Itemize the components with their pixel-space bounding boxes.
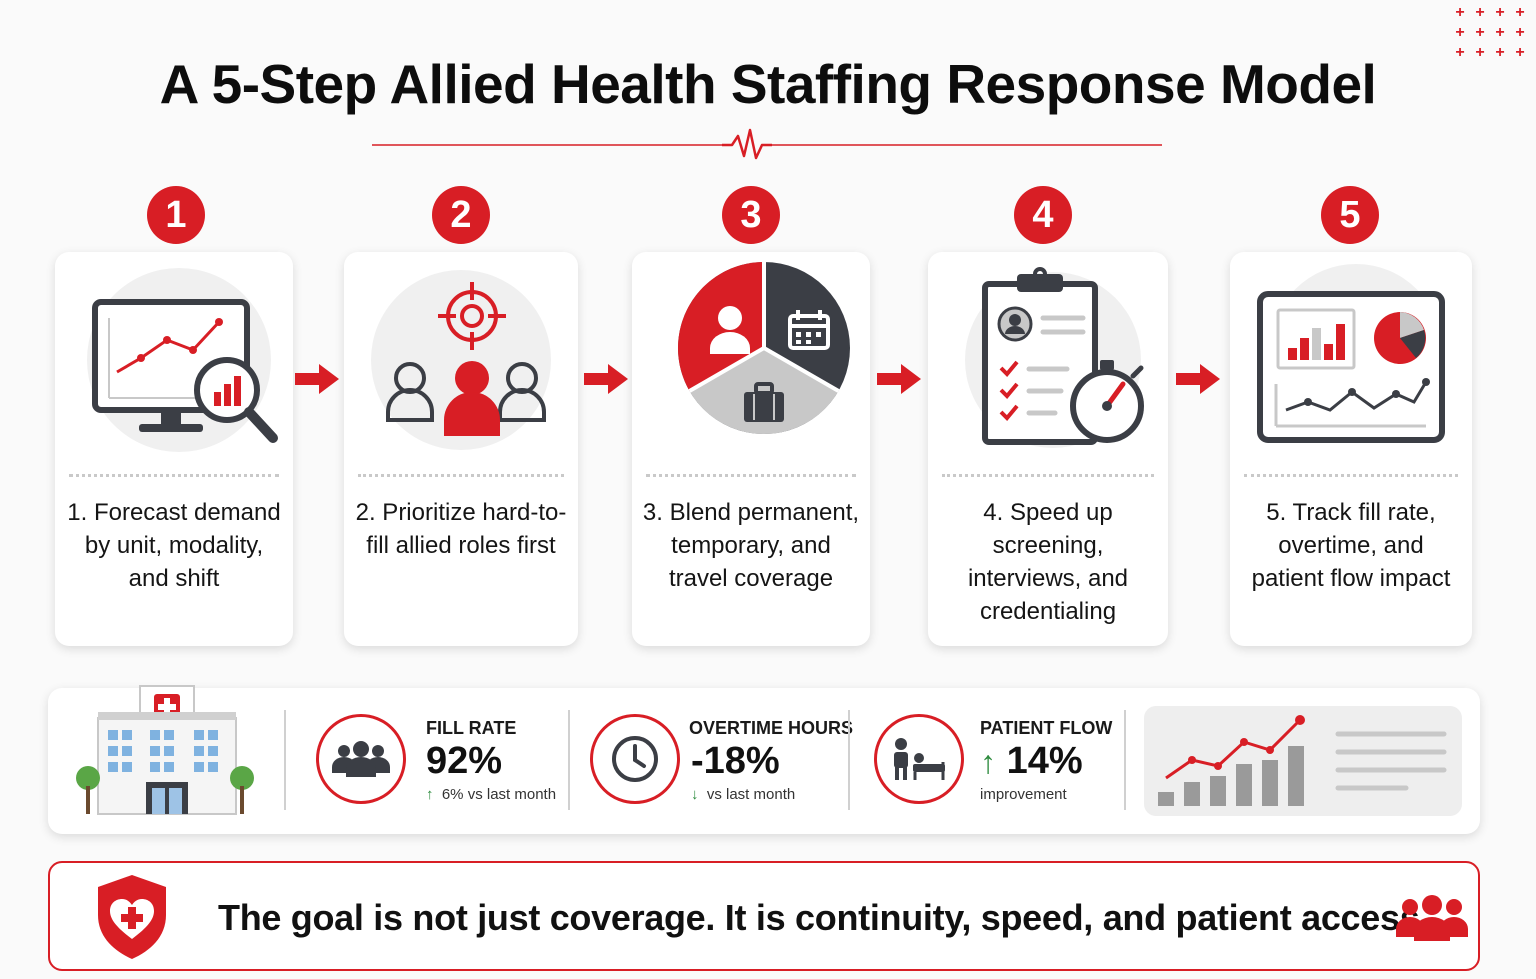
hospital-icon [76,685,254,815]
team-icon [1396,895,1468,941]
step-label-3: 3. Blend permanent, temporary, and trave… [642,499,860,592]
arrow-right-icon [877,364,921,394]
metric-sub-fill-rate: ↑ 6% vs last month [426,786,557,803]
monitor-chart-magnifier-icon [87,268,278,452]
goal-statement: The goal is not just coverage. It is con… [218,897,1430,938]
metric-heading-patient-flow: PATIENT FLOW [980,718,1113,738]
arrow-up-icon: ↑ [426,786,434,803]
arrow-down-icon: ↓ [691,786,699,803]
arrow-right-icon [1176,364,1220,394]
coverage-pie-icon [677,262,850,435]
goal-banner: The goal is not just coverage. It is con… [48,861,1480,971]
step-label-5: 5. Track fill rate, overtime, and patien… [1251,499,1451,592]
metrics-panel: FILL RATE 92% ↑ 6% vs last month OVERTIM… [48,685,1480,834]
mini-bar-line-chart-icon [1158,715,1447,806]
step-badge-2: 2 [432,186,490,244]
step-label-1: 1. Forecast demand by unit, modality, an… [67,499,281,592]
clock-icon [590,714,680,804]
arrow-right-icon [295,364,339,394]
step-badge-3: 3 [722,186,780,244]
page-title: A 5-Step Allied Health Staffing Response… [159,53,1377,115]
step-card-2: 2. Prioritize hard-to-fill allied roles … [344,252,578,646]
patient-bed-icon [874,714,964,804]
metric-heading-fill-rate: FILL RATE [426,718,517,738]
plus-pattern-decoration: + + + + + + + + + + + + [1455,4,1525,61]
step-card-1: 1. Forecast demand by unit, modality, an… [55,252,293,646]
metric-sub-overtime: ↓ vs last month [691,786,796,803]
metric-heading-overtime: OVERTIME HOURS [689,718,854,738]
dashboard-icon [1257,264,1445,443]
metric-sub-patient-flow: improvement [980,786,1067,803]
step-card-5: 5. Track fill rate, overtime, and patien… [1230,252,1472,646]
step-card-3: 3. Blend permanent, temporary, and trave… [632,252,870,646]
team-icon [316,714,406,804]
heartbeat-divider-icon [372,128,1162,160]
step-badge-1: 1 [147,186,205,244]
clipboard-stopwatch-icon [965,267,1144,448]
shield-heart-icon [98,875,166,959]
metric-value-overtime: -18% [691,740,780,782]
metric-value-fill-rate: 92% [426,740,503,782]
step-card-4: 4. Speed up screening, interviews, and c… [928,252,1168,646]
mini-trend-panel [1144,706,1462,816]
step-label-2: 2. Prioritize hard-to-fill allied roles … [355,499,567,559]
step-badge-4: 4 [1014,186,1072,244]
arrow-right-icon [584,364,628,394]
arrow-up-icon: ↑ [980,744,996,780]
step-label-4: 4. Speed up screening, interviews, and c… [967,499,1129,625]
step-badge-5: 5 [1321,186,1379,244]
target-people-icon [371,270,551,450]
metric-value-patient-flow: ↑ 14% [980,740,1083,782]
